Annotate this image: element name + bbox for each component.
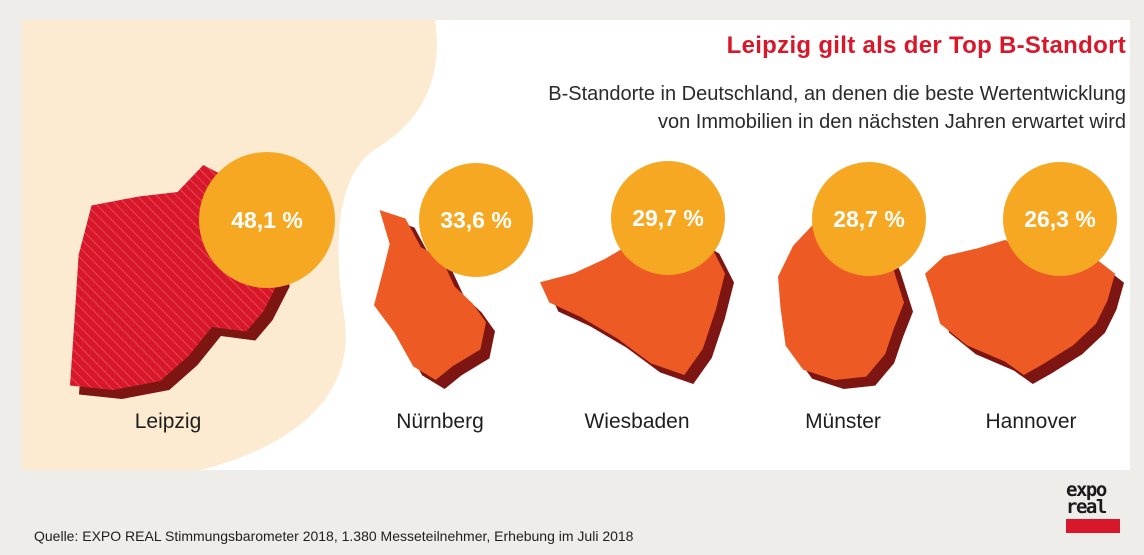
- city-group-leipzig: 48,1 % Leipzig: [70, 152, 335, 433]
- value-label-wiesbaden: 29,7 %: [632, 205, 704, 231]
- value-bubble-hannover: [1003, 162, 1117, 276]
- value-label-hannover: 26,3 %: [1024, 206, 1096, 232]
- city-group-nuernberg: 33,6 % Nürnberg: [374, 163, 533, 433]
- logo-text-real: real: [1066, 496, 1107, 518]
- logo-red-bar: [1066, 519, 1120, 533]
- city-group-hannover: 26,3 % Hannover: [925, 162, 1124, 433]
- value-bubble-leipzig: [199, 152, 335, 288]
- city-label-hannover: Hannover: [985, 410, 1076, 433]
- city-chart: 48,1 % Leipzig 33,6 % Nürnberg 29,7 % Wiesbad…: [70, 152, 1124, 433]
- city-label-wiesbaden: Wiesbaden: [584, 410, 689, 433]
- value-bubble-nuernberg: [419, 163, 533, 277]
- city-label-nuernberg: Nürnberg: [396, 410, 484, 433]
- subtitle-line-1: B-Standorte in Deutschland, an denen die…: [548, 83, 1126, 105]
- value-label-leipzig: 48,1 %: [231, 207, 303, 233]
- logo-text-expo: expo: [1066, 479, 1107, 501]
- chart-subtitle: B-Standorte in Deutschland, an denen die…: [426, 80, 1126, 136]
- value-bubble-wiesbaden: [611, 161, 725, 275]
- city-label-muenster: Münster: [805, 410, 881, 433]
- source-note: Quelle: EXPO REAL Stimmungsbarometer 201…: [34, 528, 634, 544]
- city-group-wiesbaden: 29,7 % Wiesbaden: [540, 161, 734, 433]
- value-label-nuernberg: 33,6 %: [440, 207, 512, 233]
- city-label-leipzig: Leipzig: [135, 410, 202, 433]
- city-group-muenster: 28,7 % Münster: [778, 162, 926, 433]
- expo-real-logo: expo real: [1066, 479, 1128, 540]
- chart-title: Leipzig gilt als der Top B-Standort: [726, 32, 1126, 59]
- subtitle-line-2: von Immobilien in den nächsten Jahren er…: [657, 111, 1126, 133]
- city-map-nuernberg: [374, 210, 486, 380]
- value-bubble-muenster: [812, 162, 926, 276]
- value-label-muenster: 28,7 %: [833, 206, 905, 232]
